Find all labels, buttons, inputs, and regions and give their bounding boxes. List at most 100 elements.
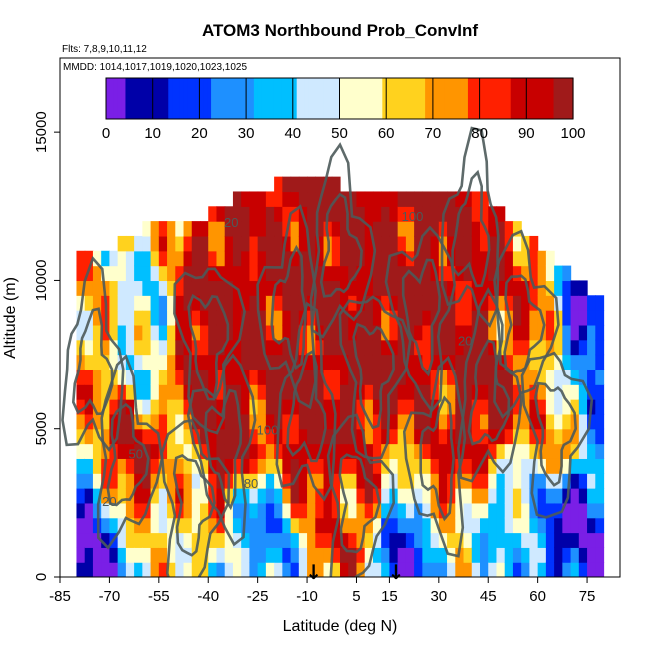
heatmap-cell xyxy=(167,443,176,459)
heatmap-cell xyxy=(405,517,415,534)
heatmap-cell xyxy=(381,399,391,415)
heatmap-cell xyxy=(101,473,111,489)
heatmap-cell xyxy=(397,488,407,504)
x-tick-label: 15 xyxy=(381,588,398,605)
heatmap-cell xyxy=(274,532,283,548)
heatmap-cell xyxy=(224,235,234,252)
heatmap-cell xyxy=(595,488,605,504)
heatmap-cell xyxy=(372,399,382,415)
heatmap-cell xyxy=(84,488,94,504)
heatmap-cell xyxy=(200,369,209,385)
heatmap-cell xyxy=(381,235,391,252)
heatmap-cell xyxy=(455,295,465,311)
colorbar-segment xyxy=(471,78,477,119)
colorbar-segment xyxy=(214,78,220,119)
heatmap-cell xyxy=(232,191,242,207)
heatmap-cell xyxy=(331,176,341,193)
heatmap-cell xyxy=(529,502,539,519)
heatmap-cell xyxy=(167,413,176,430)
heatmap-cell xyxy=(480,532,489,548)
heatmap-cell xyxy=(125,280,135,296)
heatmap-cell xyxy=(389,502,399,519)
heatmap-cell xyxy=(521,369,531,385)
heatmap-cell xyxy=(521,265,531,282)
heatmap-cell xyxy=(422,221,432,237)
flight-marker: ↓ xyxy=(388,560,405,584)
heatmap-cell xyxy=(331,310,341,326)
colorbar-segment xyxy=(292,78,298,119)
heatmap-cell xyxy=(191,547,201,563)
heatmap-cell xyxy=(405,280,415,296)
heatmap-cell xyxy=(521,295,531,311)
heatmap-cell xyxy=(545,413,555,430)
heatmap-cell xyxy=(537,517,547,534)
heatmap-cell xyxy=(183,295,193,311)
heatmap-cell xyxy=(422,473,432,489)
heatmap-cell xyxy=(430,235,440,252)
heatmap-cell xyxy=(504,488,514,504)
heatmap-cell xyxy=(323,547,333,563)
heatmap-cell xyxy=(191,428,201,445)
heatmap-cell xyxy=(249,428,259,445)
heatmap-cell xyxy=(216,221,226,237)
heatmap-cell xyxy=(257,502,267,519)
heatmap-cell xyxy=(397,547,407,563)
heatmap-cell xyxy=(512,310,522,326)
heatmap-cell xyxy=(142,488,152,504)
heatmap-cell xyxy=(595,547,605,563)
heatmap-cell xyxy=(430,502,440,519)
heatmap-cell xyxy=(257,547,267,563)
heatmap-cell xyxy=(298,488,308,504)
heatmap-cell xyxy=(109,502,119,519)
heatmap-cell xyxy=(290,443,300,459)
heatmap-cell xyxy=(257,369,267,385)
heatmap-cell xyxy=(570,384,580,400)
heatmap-cell xyxy=(587,473,596,489)
heatmap-cell xyxy=(480,324,489,341)
heatmap-cell xyxy=(537,384,547,400)
heatmap-cell xyxy=(274,250,283,267)
heatmap-cell xyxy=(290,295,300,311)
heatmap-cell xyxy=(208,310,218,326)
colorbar-tick-label: 70 xyxy=(425,125,442,142)
heatmap-cell xyxy=(158,399,168,415)
colorbar-segment xyxy=(362,78,368,119)
heatmap-cell xyxy=(84,413,94,430)
heatmap-cell xyxy=(504,295,514,311)
heatmap-cell xyxy=(315,384,325,400)
heatmap-cell xyxy=(76,532,86,548)
heatmap-cell xyxy=(241,458,251,474)
heatmap-cell xyxy=(282,473,292,489)
heatmap-cell xyxy=(504,517,514,534)
heatmap-cell xyxy=(562,384,572,400)
heatmap-cell xyxy=(471,250,481,267)
heatmap-cell xyxy=(200,502,209,519)
heatmap-cell xyxy=(265,473,275,489)
heatmap-cell xyxy=(422,488,432,504)
heatmap-cell xyxy=(578,562,588,577)
heatmap-cell xyxy=(109,488,119,504)
heatmap-cell xyxy=(447,458,456,474)
heatmap-cell xyxy=(150,532,160,548)
heatmap-cell xyxy=(430,532,440,548)
heatmap-cell xyxy=(414,280,423,296)
heatmap-cell xyxy=(307,206,316,222)
heatmap-cell xyxy=(422,413,432,430)
heatmap-cell xyxy=(298,399,308,415)
heatmap-cell xyxy=(265,562,275,577)
heatmap-cell xyxy=(381,250,391,267)
heatmap-cell xyxy=(216,517,226,534)
heatmap-cell xyxy=(307,547,316,563)
heatmap-cell xyxy=(372,428,382,445)
heatmap-cell xyxy=(134,547,143,563)
heatmap-cell xyxy=(405,413,415,430)
heatmap-cell xyxy=(134,339,143,356)
heatmap-cell xyxy=(315,413,325,430)
heatmap-cell xyxy=(397,458,407,474)
heatmap-cell xyxy=(471,191,481,207)
heatmap-cell xyxy=(529,324,539,341)
heatmap-cell xyxy=(257,191,267,207)
colorbar-tick-label: 90 xyxy=(518,125,535,142)
heatmap-cell xyxy=(537,265,547,282)
heatmap-cell xyxy=(249,458,259,474)
